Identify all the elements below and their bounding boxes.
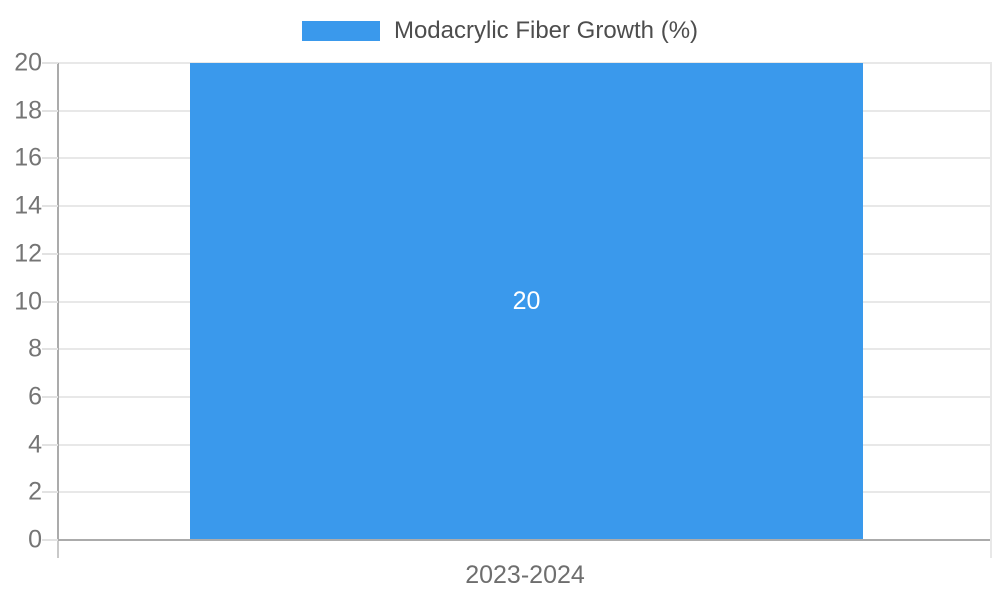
y-tick-mark-8 <box>42 348 58 351</box>
y-tick-label-4: 4 <box>28 430 42 459</box>
y-tick-label-6: 6 <box>28 382 42 411</box>
x-axis-category-label: 2023-2024 <box>465 561 585 589</box>
y-tick-label-2: 2 <box>28 477 42 506</box>
x-axis-edge-tick <box>57 541 59 558</box>
y-tick-mark-2 <box>42 491 58 494</box>
y-tick-mark-10 <box>42 300 58 303</box>
chart-legend[interactable]: Modacrylic Fiber Growth (%) <box>0 17 1000 44</box>
y-tick-label-14: 14 <box>14 191 42 220</box>
legend-color-swatch <box>301 21 380 41</box>
bar-2023-2024[interactable]: 20 <box>190 63 863 540</box>
y-tick-mark-6 <box>42 395 58 398</box>
y-tick-label-16: 16 <box>14 143 42 172</box>
plot-area: 20 <box>58 62 992 540</box>
y-axis-line <box>57 63 59 540</box>
y-tick-mark-16 <box>42 157 58 160</box>
y-tick-mark-0 <box>42 539 58 541</box>
y-tick-mark-14 <box>42 205 58 208</box>
y-tick-mark-4 <box>42 443 58 446</box>
legend-label: Modacrylic Fiber Growth (%) <box>393 17 699 44</box>
y-tick-mark-18 <box>42 109 58 112</box>
y-tick-mark-20 <box>42 62 58 64</box>
y-tick-label-8: 8 <box>28 334 42 363</box>
y-tick-label-18: 18 <box>14 96 42 125</box>
y-tick-label-12: 12 <box>14 239 42 268</box>
y-tick-label-10: 10 <box>14 287 42 315</box>
x-axis-line <box>57 539 992 541</box>
y-tick-mark-12 <box>42 252 58 255</box>
y-tick-label-20: 20 <box>14 48 42 77</box>
bar-value-label: 20 <box>512 287 541 315</box>
y-tick-label-0: 0 <box>28 525 42 554</box>
plot-right-border <box>990 63 992 558</box>
